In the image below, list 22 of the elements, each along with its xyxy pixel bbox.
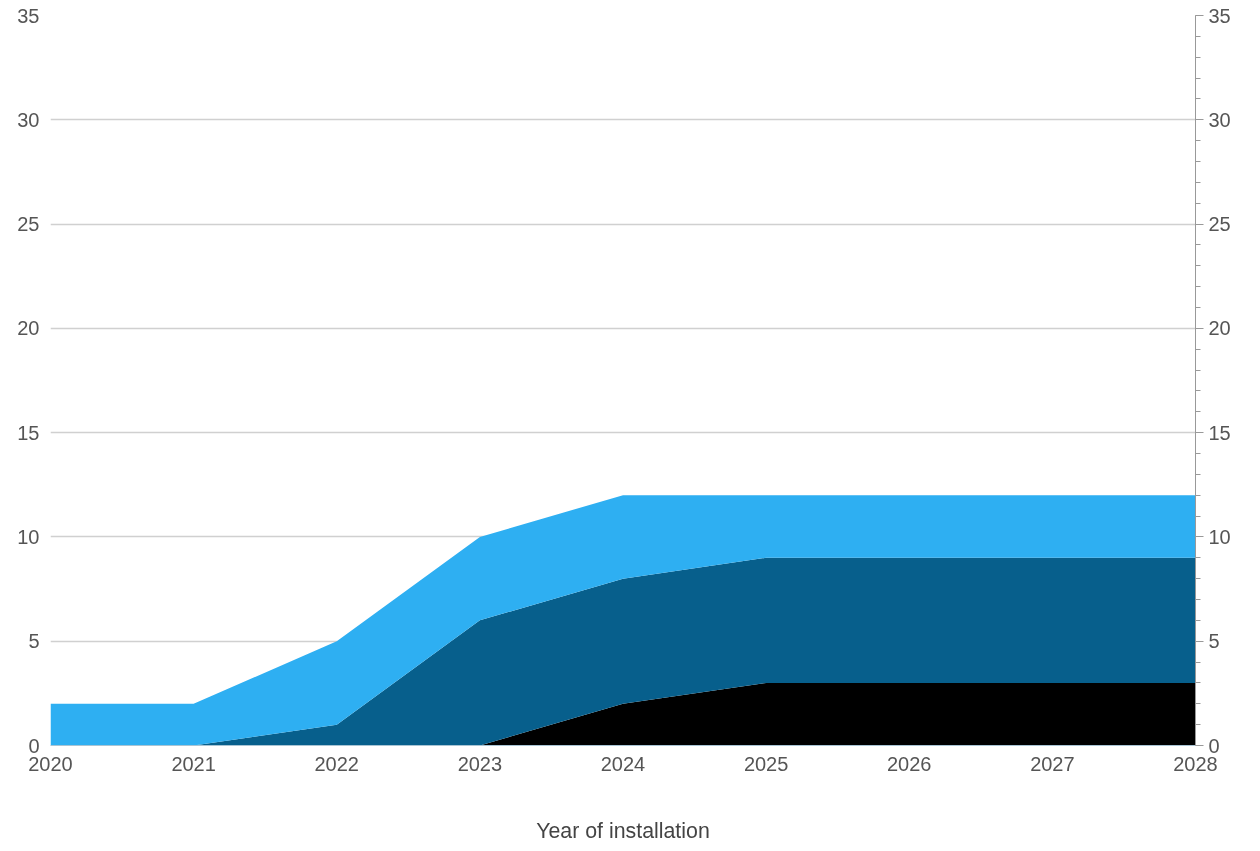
y-tick-label: 10 [17, 525, 40, 548]
y-tick-label: 15 [17, 421, 40, 444]
x-tick-label: 2025 [743, 752, 789, 775]
x-axis-title: Year of installation [536, 818, 710, 843]
y-tick-label: 5 [28, 630, 40, 653]
x-tick-label: 2027 [1030, 752, 1075, 775]
x-tick-label: 2021 [171, 752, 216, 775]
y2-tick-label: 30 [1208, 108, 1231, 131]
y-tick-label: 30 [17, 108, 40, 131]
y2-tick-label: 10 [1208, 525, 1231, 548]
y-tick-label: 35 [17, 4, 40, 27]
x-tick-label: 2023 [457, 752, 503, 775]
y2-tick-label: 20 [1208, 317, 1231, 340]
y2-tick-label: 25 [1208, 213, 1231, 236]
x-tick-label: 2022 [314, 752, 359, 775]
x-tick-label: 2026 [887, 752, 932, 775]
y-tick-label: 20 [17, 317, 40, 340]
x-tick-label: 2024 [600, 752, 646, 775]
y-tick-label: 25 [17, 213, 40, 236]
y2-tick-label: 15 [1208, 421, 1231, 444]
y2-tick-label: 5 [1208, 630, 1220, 653]
y2-tick-label: 35 [1208, 4, 1231, 27]
